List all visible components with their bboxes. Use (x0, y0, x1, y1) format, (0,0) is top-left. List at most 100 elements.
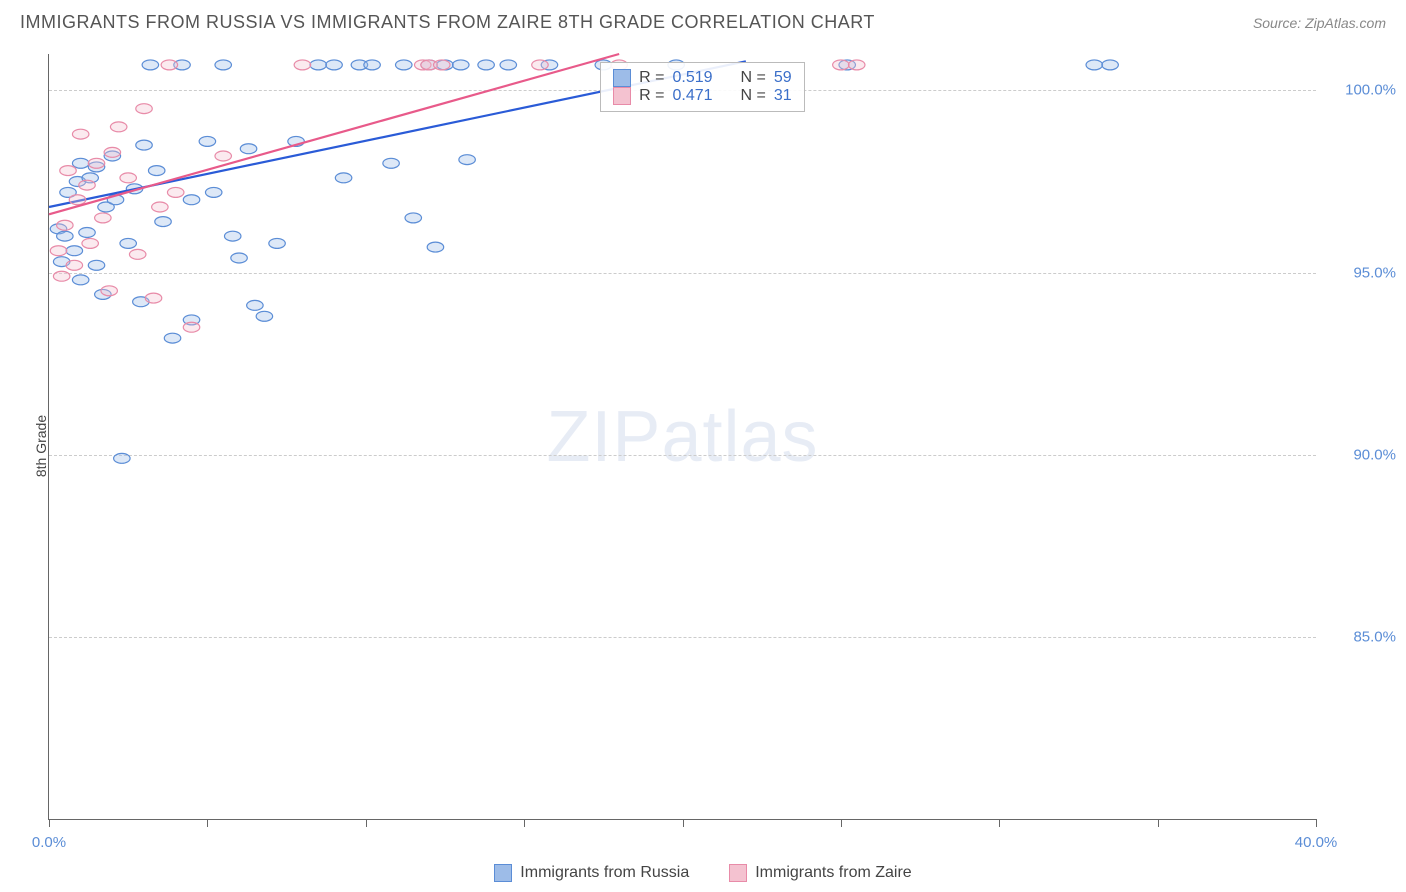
scatter-point-zaire (145, 293, 161, 303)
chart-title: IMMIGRANTS FROM RUSSIA VS IMMIGRANTS FRO… (20, 12, 875, 33)
scatter-point-zaire (66, 260, 82, 270)
x-tick-label: 0.0% (32, 834, 66, 851)
scatter-point-russia (114, 453, 130, 463)
scatter-point-zaire (183, 322, 199, 332)
scatter-point-russia (205, 187, 221, 197)
scatter-point-zaire (95, 213, 111, 223)
scatter-point-russia (396, 60, 412, 70)
scatter-point-russia (224, 231, 240, 241)
scatter-point-russia (453, 60, 469, 70)
legend-swatch-icon (729, 864, 747, 882)
scatter-point-zaire (101, 286, 117, 296)
scatter-point-russia (136, 140, 152, 150)
scatter-point-russia (231, 253, 247, 263)
scatter-point-russia (183, 195, 199, 205)
scatter-point-russia (256, 311, 272, 321)
source-label: Source: ZipAtlas.com (1253, 15, 1386, 31)
scatter-point-russia (148, 166, 164, 176)
scatter-point-russia (247, 300, 263, 310)
scatter-point-russia (240, 144, 256, 154)
scatter-point-russia (364, 60, 380, 70)
n-value: 59 (774, 69, 792, 87)
scatter-point-russia (72, 158, 88, 168)
r-prefix: R = (639, 69, 664, 87)
legend-item-russia: Immigrants from Russia (494, 864, 689, 882)
n-prefix: N = (741, 69, 766, 87)
scatter-point-zaire (57, 220, 73, 230)
scatter-point-zaire (53, 271, 69, 281)
scatter-point-russia (478, 60, 494, 70)
series-legend: Immigrants from Russia Immigrants from Za… (0, 864, 1406, 882)
scatter-point-zaire (88, 158, 104, 168)
n-value: 31 (774, 87, 792, 105)
scatter-point-russia (66, 246, 82, 256)
scatter-point-zaire (161, 60, 177, 70)
scatter-point-zaire (129, 249, 145, 259)
scatter-point-russia (427, 242, 443, 252)
scatter-point-russia (57, 231, 73, 241)
scatter-point-russia (1086, 60, 1102, 70)
scatter-point-zaire (69, 195, 85, 205)
scatter-point-russia (142, 60, 158, 70)
x-tick (1316, 819, 1317, 827)
scatter-point-zaire (833, 60, 849, 70)
legend-label: Immigrants from Zaire (755, 864, 911, 882)
scatter-point-russia (459, 155, 475, 165)
scatter-point-zaire (60, 166, 76, 176)
scatter-point-russia (310, 60, 326, 70)
scatter-point-zaire (532, 60, 548, 70)
scatter-point-russia (72, 275, 88, 285)
scatter-point-zaire (120, 173, 136, 183)
scatter-point-zaire (215, 151, 231, 161)
x-tick (1158, 819, 1159, 827)
scatter-point-russia (405, 213, 421, 223)
x-tick (524, 819, 525, 827)
r-prefix: R = (639, 87, 664, 105)
scatter-point-russia (326, 60, 342, 70)
scatter-point-zaire (104, 147, 120, 157)
legend-label: Immigrants from Russia (520, 864, 689, 882)
scatter-point-zaire (848, 60, 864, 70)
scatter-point-russia (215, 60, 231, 70)
scatter-point-russia (120, 238, 136, 248)
scatter-point-russia (164, 333, 180, 343)
scatter-point-russia (383, 158, 399, 168)
scatter-point-zaire (434, 60, 450, 70)
scatter-point-zaire (72, 129, 88, 139)
x-tick (841, 819, 842, 827)
r-value: 0.519 (672, 69, 712, 87)
legend-item-zaire: Immigrants from Zaire (729, 864, 911, 882)
legend-swatch-icon (494, 864, 512, 882)
x-tick (999, 819, 1000, 827)
corr-row-zaire: R = 0.471 N = 31 (613, 87, 792, 105)
corr-row-russia: R = 0.519 N = 59 (613, 69, 792, 87)
scatter-point-russia (269, 238, 285, 248)
scatter-point-zaire (82, 238, 98, 248)
x-tick-label: 40.0% (1295, 834, 1338, 851)
scatter-point-zaire (79, 180, 95, 190)
scatter-point-zaire (50, 246, 66, 256)
trend-line-zaire (49, 54, 619, 214)
n-prefix: N = (741, 87, 766, 105)
correlation-legend: R = 0.519 N = 59 R = 0.471 N = 31 (600, 62, 805, 112)
scatter-point-russia (88, 260, 104, 270)
scatter-point-russia (199, 136, 215, 146)
scatter-point-zaire (110, 122, 126, 132)
scatter-point-zaire (136, 104, 152, 114)
scatter-point-russia (335, 173, 351, 183)
y-tick-label: 90.0% (1353, 446, 1396, 463)
legend-swatch-icon (613, 69, 631, 87)
x-tick (683, 819, 684, 827)
scatter-point-russia (79, 228, 95, 238)
x-tick (49, 819, 50, 827)
scatter-point-zaire (152, 202, 168, 212)
y-tick-label: 85.0% (1353, 628, 1396, 645)
scatter-point-russia (500, 60, 516, 70)
chart-plot-area: ZIPatlas 85.0%90.0%95.0%100.0%0.0%40.0% … (48, 54, 1316, 820)
x-tick (207, 819, 208, 827)
scatter-point-russia (1102, 60, 1118, 70)
y-tick-label: 95.0% (1353, 264, 1396, 281)
scatter-point-zaire (294, 60, 310, 70)
r-value: 0.471 (672, 87, 712, 105)
scatter-point-zaire (167, 187, 183, 197)
